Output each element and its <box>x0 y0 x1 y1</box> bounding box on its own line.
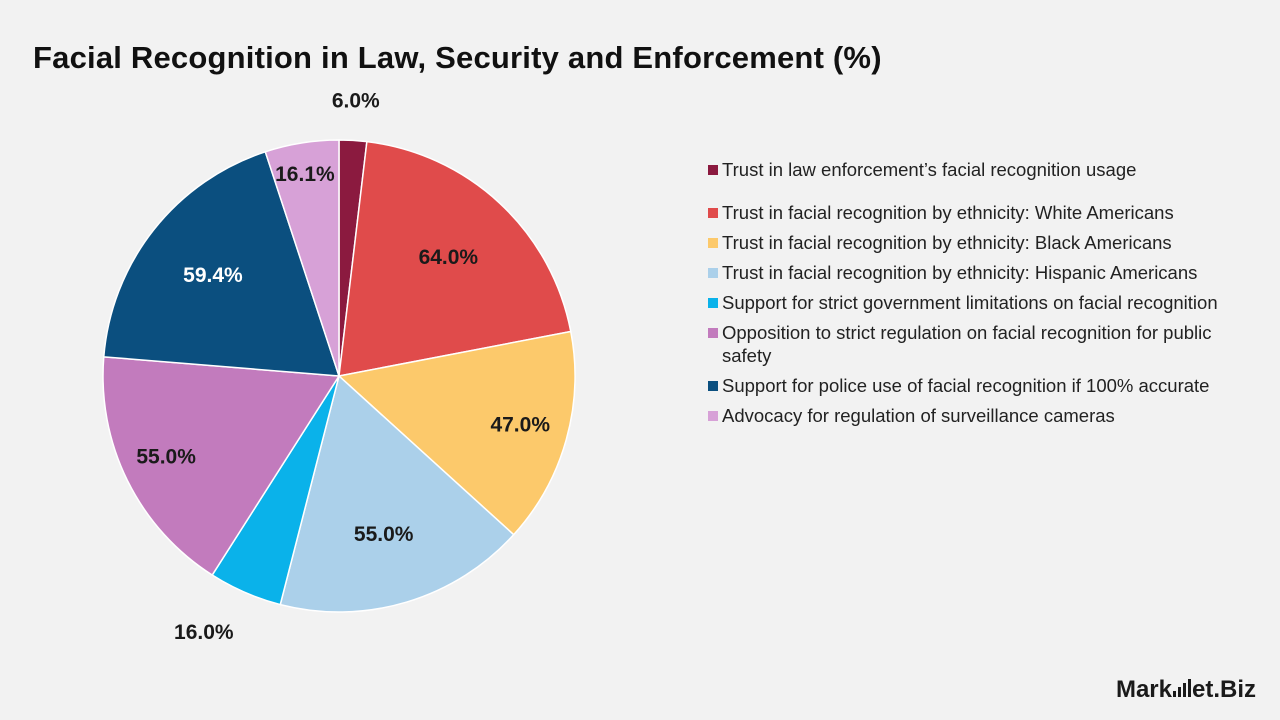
slice-data-label: 55.0% <box>136 445 196 468</box>
slice-data-label: 16.0% <box>174 621 234 644</box>
legend-item: Trust in facial recognition by ethnicity… <box>708 261 1228 284</box>
pie-slice <box>102 356 341 577</box>
slice-data-label: 55.0% <box>354 523 414 546</box>
pie-slice <box>338 140 572 377</box>
legend-item: Trust in facial recognition by ethnicity… <box>708 231 1228 254</box>
legend-item: Opposition to strict regulation on facia… <box>708 321 1228 367</box>
legend-swatch <box>708 208 718 218</box>
legend-label: Support for strict government limitation… <box>722 292 1218 313</box>
legend-swatch <box>708 165 718 175</box>
chart-title: Facial Recognition in Law, Security and … <box>33 40 882 75</box>
brand-logo: Mark et .Biz <box>1116 676 1256 704</box>
legend-label: Trust in law enforcement’s facial recogn… <box>722 159 1137 180</box>
legend-label: Opposition to strict regulation on facia… <box>722 322 1212 366</box>
legend-item: Trust in law enforcement’s facial recogn… <box>708 158 1228 181</box>
brand-text-end: .Biz <box>1213 676 1256 703</box>
legend-swatch <box>708 411 718 421</box>
legend-item: Support for police use of facial recogni… <box>708 374 1228 397</box>
legend-swatch <box>708 268 718 278</box>
slice-data-label: 47.0% <box>490 413 550 436</box>
legend-label: Advocacy for regulation of surveillance … <box>722 405 1115 426</box>
legend-swatch <box>708 238 718 248</box>
legend-swatch <box>708 298 718 308</box>
legend-item: Support for strict government limitation… <box>708 291 1228 314</box>
legend-label: Support for police use of facial recogni… <box>722 375 1210 396</box>
legend: Trust in law enforcement’s facial recogn… <box>708 158 1228 434</box>
pie-chart: 6.0% 64.0% 47.0% 55.0% 16.0% 55.0% 59.4% 16.1% <box>102 89 576 644</box>
pie-slice <box>279 374 515 613</box>
brand-bars-icon <box>1172 679 1191 697</box>
legend-label: Trust in facial recognition by ethnicity… <box>722 232 1172 253</box>
pie-svg: 6.0% 64.0% 47.0% 55.0% 16.0% 55.0% 59.4% 16.1% <box>102 89 576 644</box>
legend-label: Trust in facial recognition by ethnicity… <box>722 202 1174 223</box>
pie-slice <box>102 150 341 377</box>
legend-swatch <box>708 381 718 391</box>
legend-item: Advocacy for regulation of surveillance … <box>708 404 1228 427</box>
slice-data-label: 64.0% <box>419 246 479 269</box>
slice-data-label: 16.1% <box>275 163 335 186</box>
legend-label: Trust in facial recognition by ethnicity… <box>722 262 1198 283</box>
pie-slice <box>337 330 576 536</box>
legend-swatch <box>708 328 718 338</box>
pie-slice <box>264 139 340 377</box>
legend-item: Trust in facial recognition by ethnicity… <box>708 201 1228 224</box>
brand-text-middle: et <box>1191 676 1214 703</box>
slice-data-label: 6.0% <box>332 89 380 112</box>
brand-text-start: Mark <box>1115 676 1172 703</box>
slice-data-label: 59.4% <box>183 264 243 287</box>
